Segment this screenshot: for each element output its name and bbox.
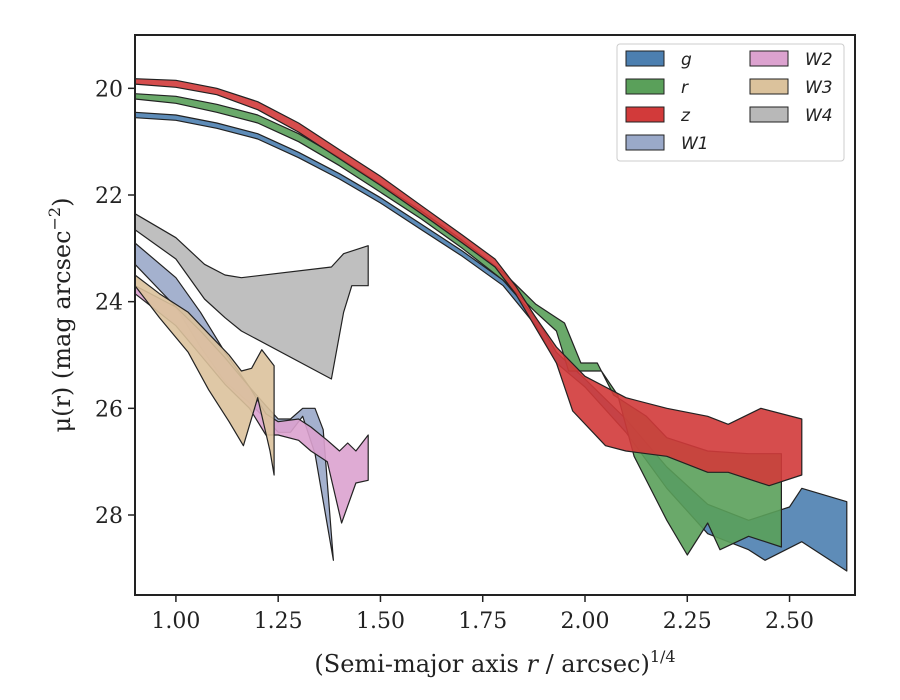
legend-swatch-w3: [749, 78, 789, 95]
legend-swatch-r: [625, 78, 665, 95]
y-axis-label-close: ): [48, 198, 76, 207]
plot-frame: [134, 34, 856, 596]
band-w3: [134, 274, 275, 476]
band-z: [134, 78, 803, 487]
x-tick-label: 2.00: [561, 609, 610, 634]
x-tick-label: 1.00: [151, 609, 200, 634]
x-axis-ticks: 1.00 1.25 1.50 1.75 2.00 2.25 2.50: [151, 595, 814, 634]
legend-label-r: r: [681, 78, 689, 98]
legend-swatch-z: [625, 106, 665, 123]
legend-swatch-g: [625, 50, 665, 67]
legend-label-w1: W1: [681, 134, 709, 154]
y-tick-label: 28: [95, 504, 123, 529]
y-axis-ticks: 20 22 24 26 28: [95, 77, 135, 529]
legend-frame: [616, 43, 845, 162]
y-axis-label: μ(r) (mag arcsec−2): [45, 198, 76, 433]
y-axis-label-exponent: −2: [45, 207, 64, 231]
x-tick-label: 1.50: [356, 609, 405, 634]
band-r: [134, 93, 783, 556]
legend-swatch-w1: [625, 134, 665, 151]
y-tick-label: 26: [95, 397, 123, 422]
legend-label-w4: W4: [805, 106, 833, 126]
x-tick-label: 2.25: [663, 609, 712, 634]
x-axis-label: (Semi-major axis r / arcsec)1/4: [314, 647, 675, 678]
x-tick-label: 1.75: [458, 609, 507, 634]
legend-swatch-w2: [749, 50, 789, 67]
legend-swatch-w4: [749, 106, 789, 123]
y-tick-label: 24: [95, 291, 123, 316]
x-axis-label-exponent: 1/4: [650, 647, 676, 666]
y-tick-label: 20: [95, 77, 123, 102]
x-tick-label: 2.50: [765, 609, 814, 634]
legend-label-g: g: [681, 50, 692, 70]
legend-label-w2: W2: [805, 50, 833, 70]
y-axis-label-text: μ(r) (mag arcsec: [48, 230, 76, 432]
y-tick-label: 22: [95, 184, 123, 209]
profile-bands: [134, 78, 848, 572]
legend-label-w3: W3: [805, 78, 833, 98]
legend-label-z: z: [680, 106, 691, 126]
x-axis-label-text: (Semi-major axis r / arcsec): [314, 650, 649, 678]
legend: grz W1 W2 W3 W4: [616, 43, 845, 162]
band-w4: [134, 213, 369, 380]
x-tick-label: 1.25: [254, 609, 303, 634]
